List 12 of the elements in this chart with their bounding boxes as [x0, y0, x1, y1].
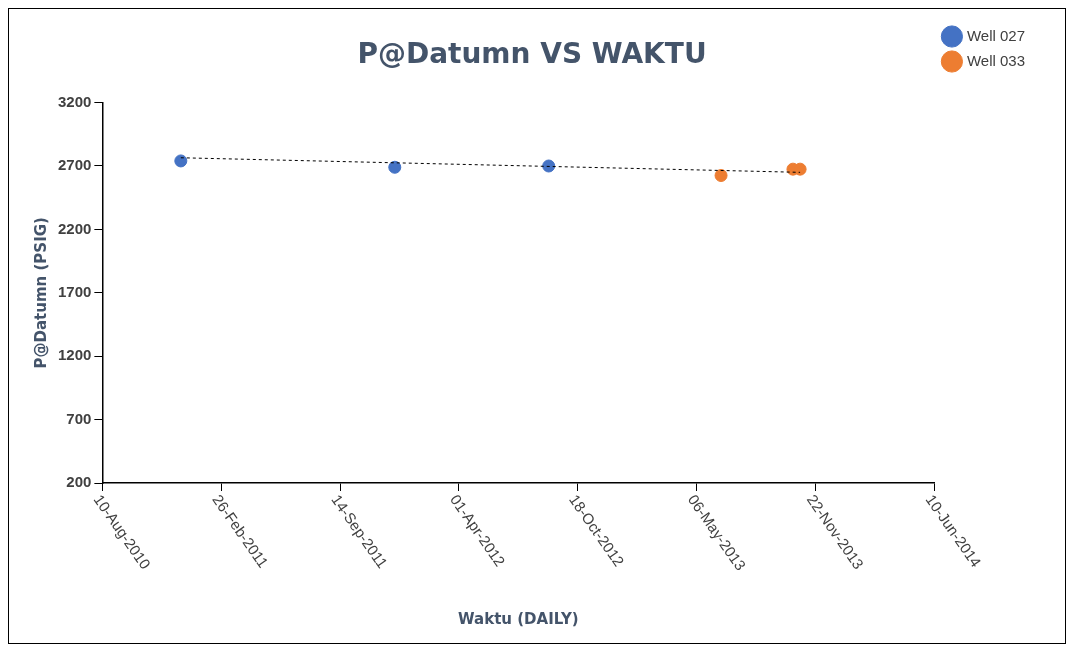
legend-label: Well 033	[966, 51, 1026, 69]
y-axis-title: P@Datumn (PSIG)	[31, 217, 50, 369]
chart-title: P@Datumn VS WAKTU	[357, 37, 707, 71]
y-tick-label: 1200	[57, 346, 92, 364]
y-tick-label: 2700	[57, 156, 92, 174]
y-tick-label: 200	[66, 473, 92, 491]
y-tick-label: 2200	[57, 219, 92, 237]
y-tick-label: 1700	[57, 282, 92, 300]
legend-label: Well 027	[966, 26, 1026, 44]
y-tick-label: 3200	[57, 92, 92, 110]
x-axis-title: Waktu (DAILY)	[458, 609, 579, 628]
y-tick-label: 700	[66, 409, 92, 427]
